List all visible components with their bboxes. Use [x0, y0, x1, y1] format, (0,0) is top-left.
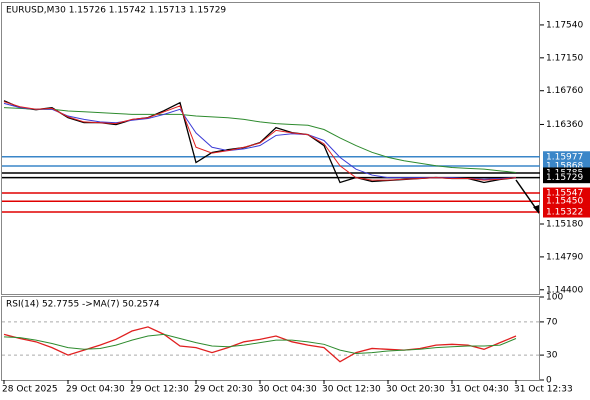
- level-label-bg: [543, 151, 590, 163]
- level-label: 1.15729: [546, 173, 583, 183]
- level-label: 1.15450: [546, 197, 583, 207]
- level-label-bg: [543, 160, 590, 172]
- x-tick-label: 30 Oct 04:30: [258, 385, 317, 395]
- y-tick-label: 1.16760: [546, 86, 583, 96]
- series-line: [3, 326, 517, 363]
- level-label: 1.15547: [546, 189, 583, 199]
- rsi-title: RSI(14) 52.7755 ->MA(7) 50.2574: [6, 300, 160, 310]
- x-tick-label: 31 Oct 12:33: [514, 385, 573, 395]
- y-tick-label: 1.14790: [546, 252, 583, 262]
- series-line: [3, 101, 517, 181]
- level-label: 1.15977: [546, 152, 583, 162]
- y-tick-label: 1.17540: [546, 20, 583, 30]
- y-tick-label: 1.16360: [546, 120, 583, 130]
- level-label-bg: [543, 195, 590, 207]
- arrow: [515, 179, 538, 211]
- rsi-panel: [1, 296, 540, 381]
- y-tick-label: 70: [546, 317, 558, 327]
- x-tick-label: 28 Oct 2025: [2, 385, 58, 395]
- y-tick-label: 1.15180: [546, 219, 583, 229]
- y-tick-label: 1.14400: [546, 285, 583, 295]
- chart-title: EURUSD,M30 1.15726 1.15742 1.15713 1.157…: [6, 6, 226, 16]
- x-tick-label: 29 Oct 04:30: [66, 385, 125, 395]
- x-tick-label: 29 Oct 12:30: [130, 385, 189, 395]
- price-panel: [1, 2, 540, 295]
- arrow-head: [533, 205, 539, 214]
- y-tick-label: 30: [546, 351, 558, 361]
- level-label-bg: [543, 206, 590, 218]
- level-label: 1.15322: [546, 208, 583, 218]
- x-tick-label: 31 Oct 04:30: [450, 385, 509, 395]
- x-tick-label: 29 Oct 20:30: [194, 385, 253, 395]
- y-tick-label: 100: [546, 293, 563, 303]
- x-tick-label: 30 Oct 20:30: [386, 385, 445, 395]
- y-tick-label: 0: [546, 376, 552, 386]
- level-label-bg: [543, 187, 590, 199]
- level-label-bg: [543, 172, 590, 184]
- series-line: [3, 333, 517, 354]
- y-tick-label: 1.17150: [546, 53, 583, 63]
- level-label: 1.15868: [546, 161, 583, 171]
- series-line: [3, 107, 517, 174]
- x-tick-label: 30 Oct 12:30: [322, 385, 381, 395]
